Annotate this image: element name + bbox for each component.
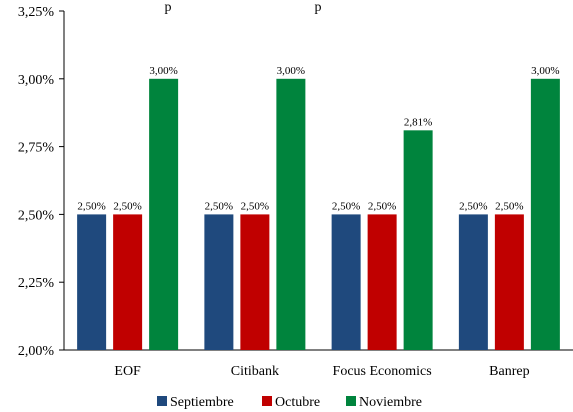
data-label: 2,50% (205, 200, 233, 212)
bar-noviembre-focus-economics (403, 130, 433, 350)
data-labels: 2,50% 2,50% 3,00% 2,50% 2,50% 3,00% 2,50% 2,50%… (77, 65, 559, 213)
y-tick-label: 2,75% (18, 141, 55, 156)
data-label: 3,00% (149, 65, 177, 77)
data-label: 2,50% (113, 200, 141, 212)
legend-swatch-noviembre (346, 396, 356, 406)
data-label: 2,50% (459, 200, 487, 212)
legend-swatch-septiembre (157, 396, 167, 406)
data-label: 2,81% (404, 116, 432, 128)
bar-octubre-focus-economics (367, 214, 397, 350)
bar-septiembre-focus-economics (331, 214, 361, 350)
bar-noviembre-eof (149, 78, 179, 351)
data-label: 2,50% (368, 200, 396, 212)
category-label: Banrep (489, 364, 529, 379)
bar-septiembre-banrep (458, 214, 488, 350)
x-axis-categories: EOF Citibank Focus Economics Banrep (114, 364, 529, 379)
data-label: 2,50% (241, 200, 269, 212)
bars (77, 78, 560, 351)
y-tick-label: 2,00% (18, 344, 55, 359)
y-tick-label: 3,25% (18, 5, 55, 20)
bar-octubre-eof (113, 214, 143, 350)
y-tick-label: 2,50% (18, 208, 55, 223)
title-fragment: p (165, 0, 172, 15)
title-fragment: p (315, 0, 322, 15)
data-label: 3,00% (531, 65, 559, 77)
category-label: EOF (114, 364, 141, 379)
y-axis: 2,00% 2,25% 2,50% 2,75% 3,00% 3,25% (18, 5, 64, 359)
category-label: Focus Economics (333, 364, 432, 379)
data-label: 3,00% (277, 65, 305, 77)
legend-label-octubre: Octubre (275, 395, 320, 410)
bar-septiembre-citibank (204, 214, 234, 350)
bar-noviembre-banrep (530, 78, 560, 351)
y-tick-label: 2,25% (18, 276, 55, 291)
data-label: 2,50% (495, 200, 523, 212)
data-label: 2,50% (77, 200, 105, 212)
bar-octubre-citibank (240, 214, 270, 350)
y-tick-label: 3,00% (18, 73, 55, 88)
bar-septiembre-eof (77, 214, 107, 350)
bar-noviembre-citibank (276, 78, 306, 351)
legend: Septiembre Octubre Noviembre (157, 395, 422, 410)
legend-label-noviembre: Noviembre (359, 395, 422, 410)
bar-octubre-banrep (494, 214, 524, 350)
legend-swatch-octubre (262, 396, 272, 406)
legend-label-septiembre: Septiembre (170, 395, 234, 410)
category-label: Citibank (231, 364, 279, 379)
data-label: 2,50% (332, 200, 360, 212)
